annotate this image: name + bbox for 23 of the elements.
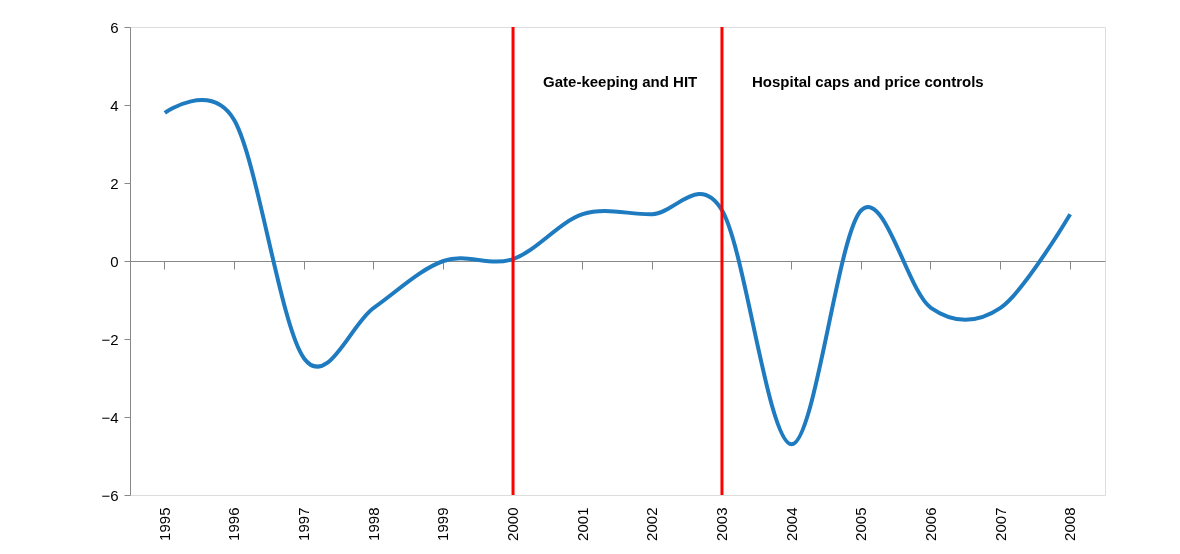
y-tick-label: −4 bbox=[101, 408, 119, 426]
x-tick-label: 1996 bbox=[225, 507, 243, 541]
x-tick-label: 1997 bbox=[295, 507, 313, 541]
x-tick-label: 2003 bbox=[712, 507, 730, 541]
y-tick-label: −6 bbox=[101, 486, 119, 504]
x-tick-label: 1995 bbox=[155, 507, 173, 541]
x-tick-label: 2004 bbox=[782, 507, 800, 541]
x-tick-label: 2008 bbox=[1061, 507, 1079, 541]
x-tick-label: 1999 bbox=[434, 507, 452, 541]
x-tick-label: 2005 bbox=[852, 507, 870, 541]
x-tick-label: 2007 bbox=[991, 507, 1009, 541]
y-tick-label: 4 bbox=[110, 96, 119, 114]
x-tick-label: 2002 bbox=[643, 507, 661, 541]
x-tick-label: 2006 bbox=[921, 507, 939, 541]
y-tick-label: 6 bbox=[110, 18, 119, 36]
y-tick-label: 0 bbox=[110, 252, 119, 270]
x-tick-label: 2000 bbox=[504, 507, 522, 541]
x-tick-label: 2001 bbox=[573, 507, 591, 541]
x-tick-label: 1998 bbox=[364, 507, 382, 541]
y-tick-label: −2 bbox=[101, 330, 119, 348]
ref-line-label: Hospital caps and price controls bbox=[751, 73, 984, 90]
y-tick-label: 2 bbox=[110, 174, 119, 192]
ref-line-label: Gate-keeping and HIT bbox=[543, 73, 698, 90]
